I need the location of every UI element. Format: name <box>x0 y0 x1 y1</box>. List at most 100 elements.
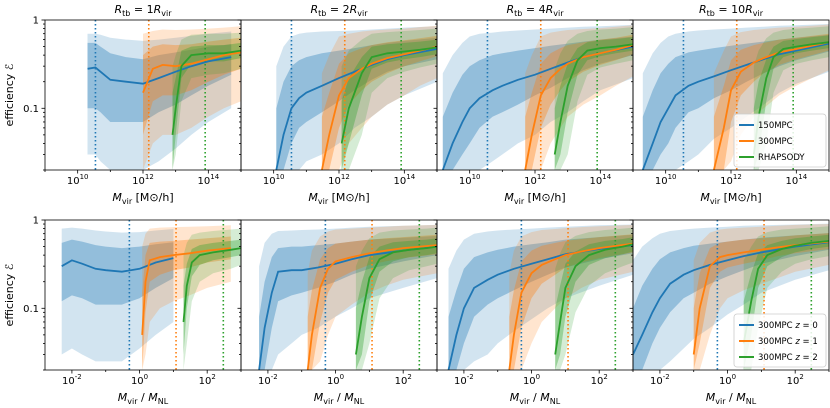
legend-box <box>733 113 827 168</box>
band-blue-lo2 <box>61 227 174 362</box>
x-tick-label: 10-2 <box>258 373 278 387</box>
plot-area <box>87 20 241 170</box>
x-tick-label: 10-2 <box>454 373 474 387</box>
series-line-green <box>742 240 829 344</box>
series-line-blue <box>275 48 437 170</box>
band-green-lo2 <box>555 227 633 370</box>
x-tick-label: 1014 <box>198 173 220 187</box>
y-axis-label: efficiency ℰ <box>3 63 16 126</box>
axes-frame <box>632 219 830 371</box>
band-blue-lo2 <box>259 224 437 370</box>
band-green-lo2 <box>743 226 829 370</box>
plot-area <box>447 220 633 370</box>
x-tick-label: 1012 <box>524 173 546 187</box>
x-tick-label: 102 <box>591 373 608 387</box>
y-tick-label: 1 <box>33 16 39 27</box>
band-orange-lo1 <box>713 33 829 170</box>
band-orange-lo2 <box>142 225 231 370</box>
band-blue-lo2 <box>442 24 633 170</box>
legend-label-green: 300MPC z = 2 <box>758 353 818 363</box>
band-orange-lo1 <box>509 234 633 370</box>
series-line-green <box>355 245 437 355</box>
plot-area <box>61 220 241 370</box>
band-orange-lo2 <box>713 24 829 170</box>
x-tick-label: 1010 <box>67 173 89 187</box>
band-blue-lo2 <box>276 26 437 170</box>
x-axis-label: Mvir / MNL <box>118 391 169 406</box>
x-axis-label: Mvir / MNL <box>510 391 561 406</box>
panel-top-4: 1010 1012 1014 Mvir [M⊙/h] Rtb = 10Rvir 150MP… <box>629 3 830 206</box>
series-line-green <box>553 43 633 155</box>
legend-label-orange: 300MPC z = 1 <box>758 337 818 347</box>
x-tick-label: 102 <box>787 373 804 387</box>
band-orange-lo1 <box>321 35 437 170</box>
panel-title: Rtb = 1Rvir <box>115 3 173 18</box>
series-line-orange <box>692 240 829 355</box>
band-green-lo1 <box>172 42 241 170</box>
x-axis-label: Mvir [M⊙/h] <box>112 191 173 206</box>
band-green-lo1 <box>355 238 437 370</box>
band-orange-lo2 <box>143 26 241 170</box>
series-line-orange <box>713 41 829 170</box>
x-tick-label: 100 <box>523 373 540 387</box>
panel-title: Rtb = 2Rvir <box>311 3 369 18</box>
series-line-orange <box>508 242 633 370</box>
x-tick-label: 10-2 <box>650 373 670 387</box>
plot-area <box>275 20 437 170</box>
panel-title: Rtb = 10Rvir <box>699 3 764 18</box>
x-tick-label: 100 <box>719 373 736 387</box>
band-orange-lo1 <box>307 234 437 370</box>
x-tick-label: 1012 <box>328 173 350 187</box>
series-line-green <box>752 41 829 155</box>
band-blue-lo2 <box>87 31 232 170</box>
band-blue-lo2 <box>642 24 829 170</box>
x-tick-label: 1014 <box>394 173 416 187</box>
series-line-green <box>340 46 437 144</box>
x-tick-label: 100 <box>327 373 344 387</box>
band-green-lo1 <box>341 39 437 170</box>
plot-area <box>441 20 633 170</box>
x-axis-label: Mvir / MNL <box>314 391 365 406</box>
legend-label-orange: 300MPC <box>758 137 793 147</box>
band-green-lo1 <box>555 237 633 370</box>
legend: 150MPC 300MPC RHAPSODY <box>733 113 827 168</box>
x-tick-label: 10-2 <box>62 373 82 387</box>
band-blue-lo1 <box>642 34 829 170</box>
x-tick-label: 100 <box>131 373 148 387</box>
panel-top-2: 1010 1012 1014 Mvir [M⊙/h] Rtb = 2Rvir <box>237 3 438 206</box>
legend: 300MPC z = 0 300MPC z = 1 300MPC z = 2 <box>733 313 827 368</box>
band-blue-lo1 <box>276 37 437 170</box>
x-axis-label: Mvir [M⊙/h] <box>308 191 369 206</box>
band-blue-lo1 <box>442 36 633 170</box>
band-blue-lo2 <box>633 223 829 370</box>
band-green-lo2 <box>183 228 241 370</box>
y-axis-label: efficiency ℰ <box>3 263 16 326</box>
x-axis-label: Mvir / MNL <box>706 391 757 406</box>
series-line-green <box>171 49 241 136</box>
band-green-lo2 <box>341 28 437 170</box>
x-axis-label: Mvir [M⊙/h] <box>700 191 761 206</box>
band-orange-lo1 <box>143 37 241 135</box>
y-tick-label: 1 <box>33 216 39 227</box>
band-orange-lo1 <box>142 236 231 370</box>
band-green-lo1 <box>753 35 829 170</box>
plot-area <box>641 20 829 170</box>
panel-top-1: 1010 1012 1014 0.1 1 efficiency ℰ Mvir [M⊙/h] R… <box>3 3 242 206</box>
band-orange-lo1 <box>693 233 829 370</box>
legend-label-blue: 150MPC <box>758 121 793 131</box>
legend-box <box>733 313 827 368</box>
legend-label-green: RHAPSODY <box>758 153 805 163</box>
series-line-blue <box>633 241 829 355</box>
band-orange-lo2 <box>321 25 437 170</box>
band-green-lo2 <box>355 227 437 370</box>
band-orange-lo2 <box>525 25 633 170</box>
legend-label-blue: 300MPC z = 0 <box>758 321 818 331</box>
series-line-blue <box>258 245 437 370</box>
x-tick-label: 1010 <box>263 173 285 187</box>
panel-title: Rtb = 4Rvir <box>507 3 565 18</box>
band-green-lo1 <box>743 234 829 370</box>
band-blue-lo1 <box>448 234 633 370</box>
y-tick-label: 0.1 <box>23 104 39 115</box>
